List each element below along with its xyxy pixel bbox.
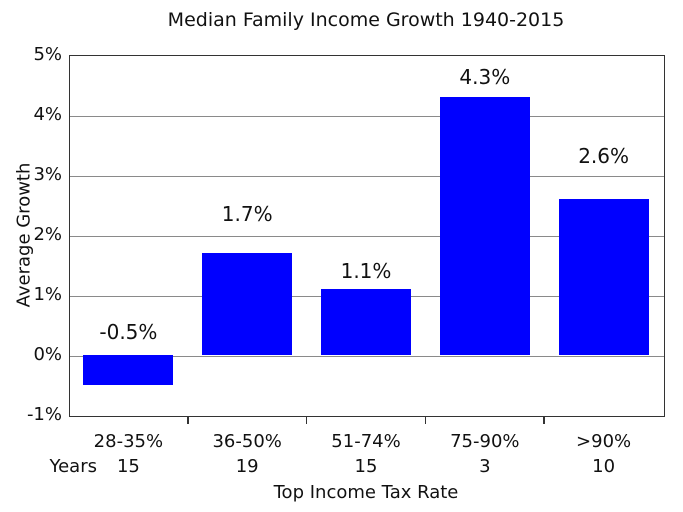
bar [558,199,649,355]
bar-value-label: 1.1% [340,259,392,283]
y-axis-label: Average Growth [13,162,35,308]
bar-value-label: 4.3% [459,65,511,89]
y-gridline [70,175,664,177]
x-axis-tick [543,416,545,424]
y-tick-label: -1% [26,404,62,425]
bar-value-label: -0.5% [99,320,158,344]
y-tick-label: 3% [33,164,62,185]
y-tick-label: 5% [33,44,62,65]
years-value: 3 [479,456,491,477]
x-axis-tick [424,416,427,424]
bar [83,355,174,385]
x-category-label: >90% [576,431,632,452]
bar [202,253,293,355]
years-value: 15 [354,456,378,477]
y-tick-label: 1% [33,284,62,305]
x-category-label: 51-74% [331,431,401,452]
bar [321,289,411,355]
y-tick-label: 4% [33,104,62,125]
x-category-label: 36-50% [212,431,282,452]
x-category-label: 28-35% [93,431,164,452]
years-row-label: Years [49,456,98,477]
y-gridline [70,355,664,357]
x-category-label: 75-90% [450,431,520,452]
y-tick-label: 0% [33,344,62,365]
x-axis-tick [187,416,189,424]
chart-title: Median Family Income Growth 1940-2015 [167,9,565,31]
y-gridline [70,115,664,117]
bar-value-label: 1.7% [221,202,273,226]
x-axis-tick [305,416,308,424]
years-value: 19 [235,456,259,477]
years-value: 15 [116,456,140,477]
y-gridline [70,235,664,237]
years-value: 10 [592,456,616,477]
y-tick-label: 2% [33,224,62,245]
bar [439,97,530,355]
x-axis-label: Top Income Tax Rate [273,482,459,503]
bar-value-label: 2.6% [578,144,629,168]
